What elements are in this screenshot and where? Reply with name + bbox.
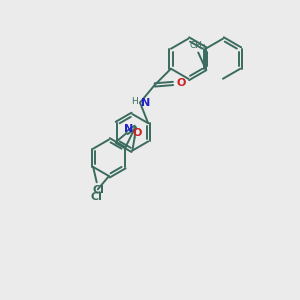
Text: O: O xyxy=(133,128,142,138)
Text: O: O xyxy=(177,79,186,88)
Text: CH₃: CH₃ xyxy=(190,41,207,50)
Text: H: H xyxy=(131,97,138,106)
Text: Cl: Cl xyxy=(90,192,102,202)
Text: N: N xyxy=(141,98,150,108)
Text: Cl: Cl xyxy=(92,185,104,195)
Text: N: N xyxy=(124,124,134,134)
